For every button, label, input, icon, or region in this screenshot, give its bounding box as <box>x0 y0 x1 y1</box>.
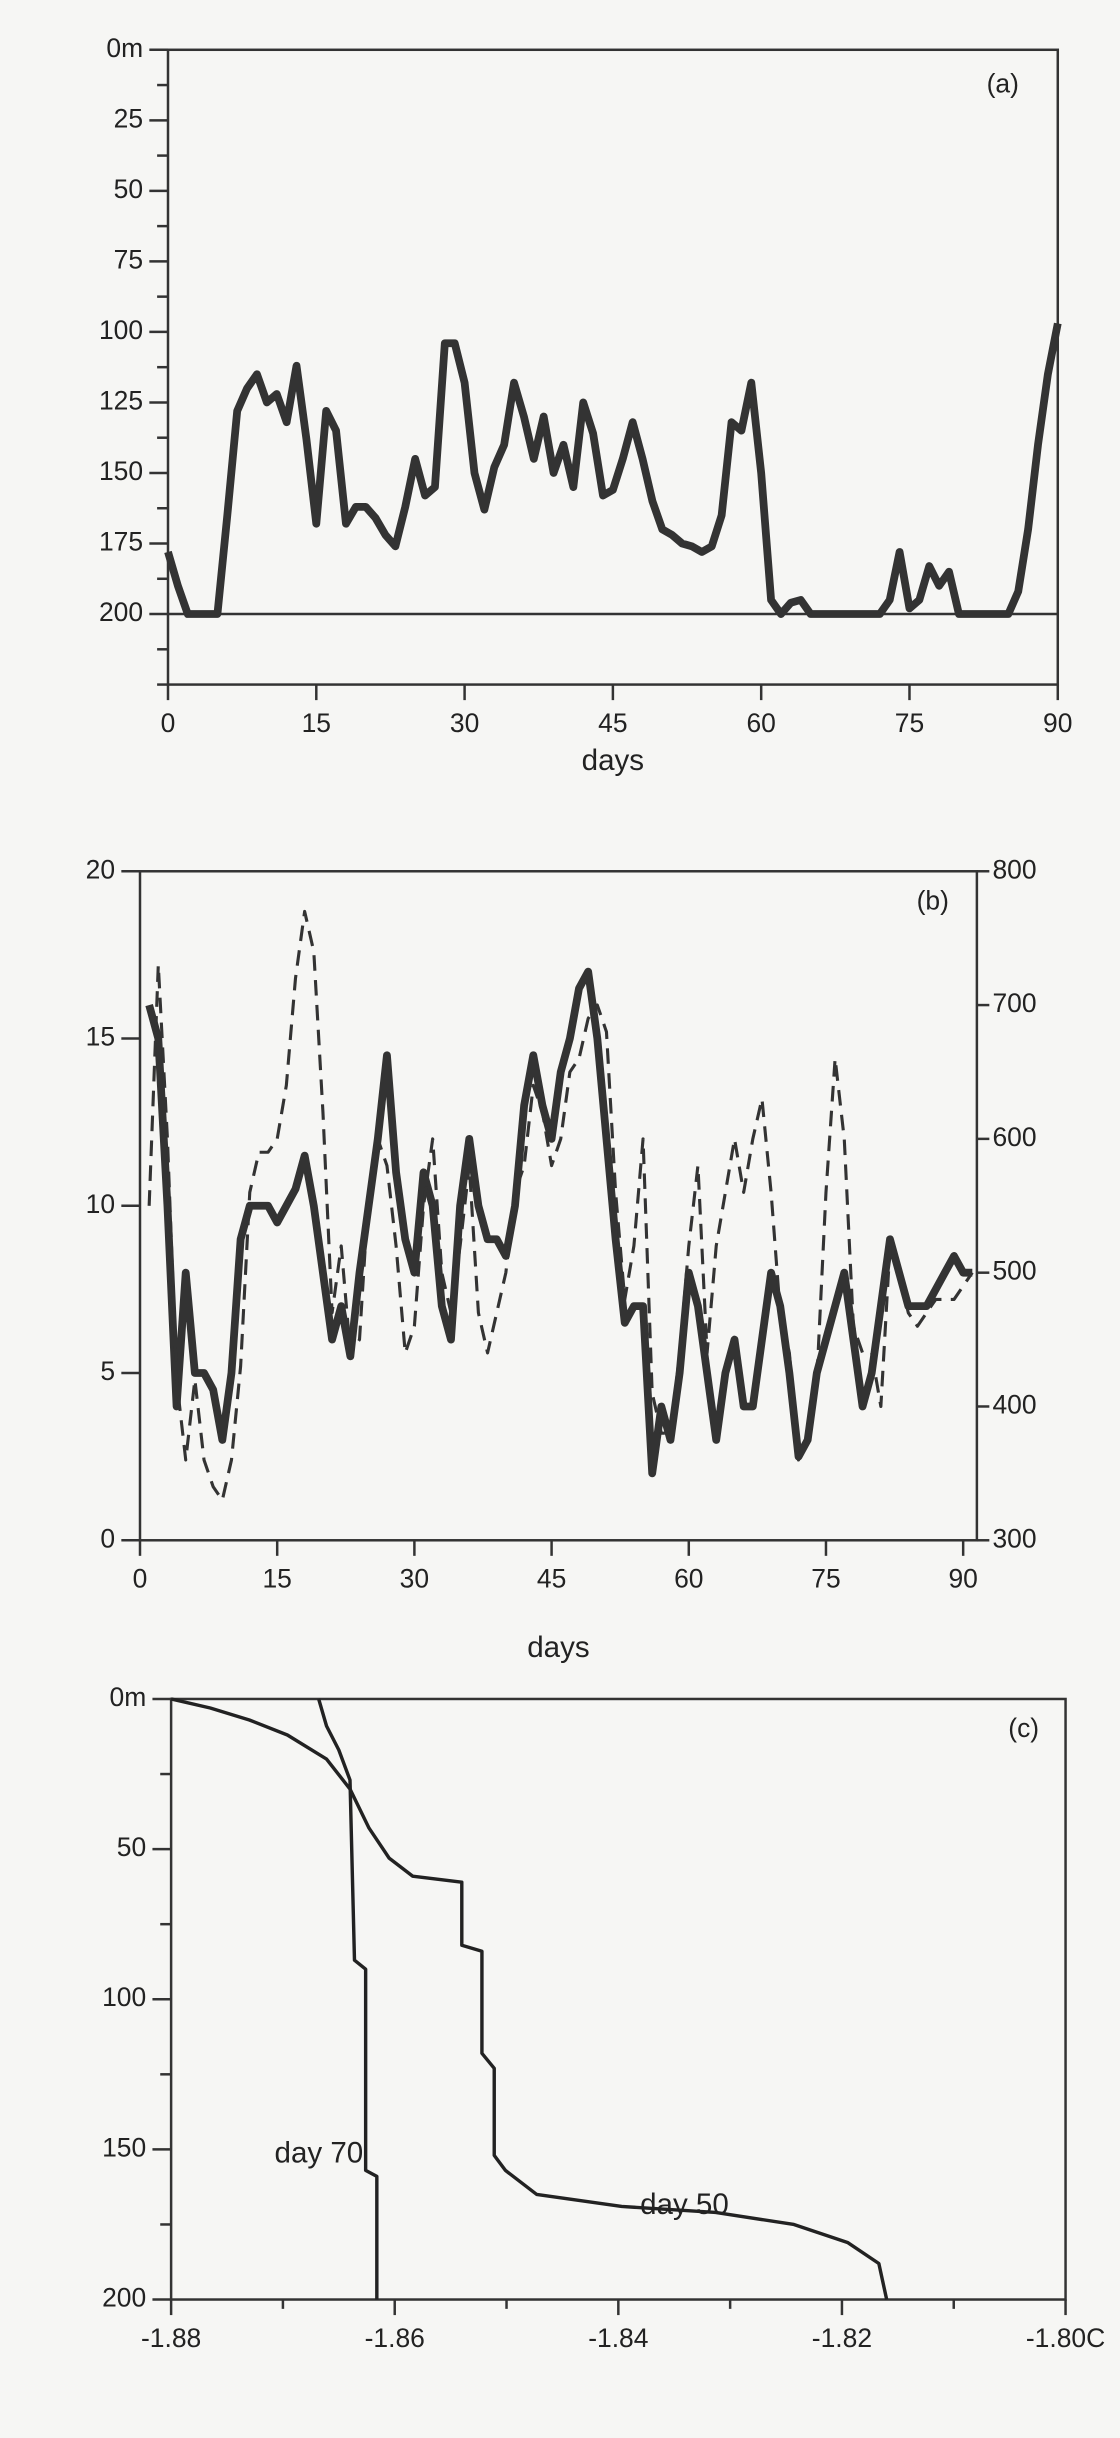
series-line <box>317 1698 379 2300</box>
series-label: day 50 <box>640 2188 729 2221</box>
x-tick-label: -1.88 <box>141 2323 201 2353</box>
series-line <box>147 909 974 1502</box>
series-line <box>145 967 973 1478</box>
series-line <box>164 322 1062 618</box>
y-tick-label: 0 <box>100 1523 115 1553</box>
y-tick-label: 20 <box>86 854 115 884</box>
y-tick-label: 200 <box>102 2283 146 2313</box>
x-tick-label: -1.84 <box>588 2323 648 2353</box>
x-tick-label: 75 <box>895 708 924 738</box>
y-tick-label: 50 <box>114 174 143 204</box>
x-tick-label: 0 <box>161 708 176 738</box>
x-axis-label: days <box>582 744 644 777</box>
panel-label: (a) <box>987 69 1019 99</box>
x-tick-label: 60 <box>746 708 775 738</box>
x-tick-label: 15 <box>302 708 331 738</box>
y-tick-label: 0m <box>106 33 143 63</box>
y-tick-label: 0m <box>109 1682 146 1712</box>
y-tick-label: 75 <box>114 244 143 274</box>
y-tick-label: 100 <box>102 1982 146 2012</box>
y-tick-label: 200 <box>99 597 143 627</box>
x-axis-label: days <box>527 1631 589 1664</box>
x-tick-label: -1.80C <box>1026 2323 1105 2353</box>
y2-tick-label: 600 <box>992 1122 1036 1152</box>
x-tick-label: 45 <box>598 708 627 738</box>
x-tick-label: 30 <box>400 1564 429 1594</box>
y-tick-label: 10 <box>86 1189 115 1219</box>
x-tick-label: 15 <box>262 1564 291 1594</box>
y-tick-label: 150 <box>99 456 143 486</box>
x-tick-label: 75 <box>811 1564 840 1594</box>
x-tick-label: 90 <box>1043 708 1072 738</box>
y2-tick-label: 400 <box>992 1389 1036 1419</box>
y2-tick-label: 800 <box>992 854 1036 884</box>
y2-tick-label: 700 <box>992 988 1036 1018</box>
y-tick-label: 50 <box>117 1832 146 1862</box>
x-tick-label: -1.86 <box>365 2323 425 2353</box>
x-tick-label: 90 <box>948 1564 977 1594</box>
x-tick-label: 0 <box>133 1564 148 1594</box>
panel-label: (b) <box>917 885 949 915</box>
plot-frame <box>169 1697 1067 2301</box>
y2-tick-label: 500 <box>992 1256 1036 1286</box>
y2-tick-label: 300 <box>992 1523 1036 1553</box>
y-tick-label: 100 <box>99 315 143 345</box>
y-tick-label: 150 <box>102 2132 146 2162</box>
y-tick-label: 5 <box>100 1356 115 1386</box>
y-tick-label: 175 <box>99 526 143 556</box>
series-line <box>170 1697 889 2300</box>
y-tick-label: 15 <box>86 1022 115 1052</box>
series-label: day 70 <box>275 2137 364 2170</box>
x-tick-label: 30 <box>450 708 479 738</box>
x-tick-label: 45 <box>537 1564 566 1594</box>
x-tick-label: -1.82 <box>812 2323 872 2353</box>
y-tick-label: 125 <box>99 385 143 415</box>
x-tick-label: 60 <box>674 1564 703 1594</box>
y-tick-label: 25 <box>114 103 143 133</box>
panel-label: (c) <box>1008 1713 1039 1743</box>
